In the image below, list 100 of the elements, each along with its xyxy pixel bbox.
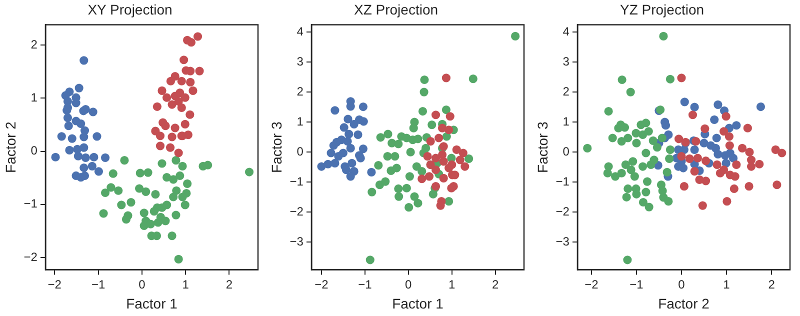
- point: [168, 132, 176, 142]
- point: [603, 168, 612, 178]
- point: [468, 74, 478, 84]
- point: [712, 160, 722, 170]
- point: [626, 166, 636, 174]
- point: [329, 141, 338, 150]
- x-tick-label: 2: [492, 277, 499, 292]
- point: [511, 32, 520, 41]
- point: [642, 118, 650, 128]
- point: [460, 162, 470, 171]
- point: [724, 132, 734, 141]
- point: [431, 154, 440, 162]
- point: [458, 148, 468, 158]
- point: [340, 123, 348, 132]
- point: [778, 148, 786, 158]
- y-tick-label: 4: [296, 24, 304, 38]
- point: [342, 166, 351, 174]
- point: [169, 175, 178, 184]
- point: [64, 121, 73, 130]
- point: [394, 184, 403, 194]
- point: [426, 136, 435, 146]
- point: [81, 153, 90, 162]
- y-tick-label: 1: [296, 114, 304, 128]
- x-tick-label: 1: [448, 277, 456, 292]
- point: [178, 192, 187, 202]
- y-tick-label: −1: [290, 174, 304, 188]
- point: [366, 256, 374, 264]
- point: [65, 146, 74, 155]
- point: [174, 254, 183, 264]
- point: [420, 88, 428, 96]
- point: [608, 134, 617, 142]
- point: [180, 56, 188, 64]
- point: [404, 203, 414, 212]
- point: [346, 172, 355, 181]
- point: [193, 32, 202, 41]
- point: [720, 151, 730, 160]
- point: [381, 177, 390, 186]
- point: [442, 105, 451, 114]
- point: [106, 183, 116, 192]
- point: [100, 153, 110, 162]
- point: [344, 114, 352, 124]
- point: [152, 102, 162, 111]
- point: [464, 154, 474, 164]
- y-tick-label: 0: [562, 144, 570, 158]
- point: [677, 74, 686, 82]
- x-tick-label: −1: [630, 277, 644, 292]
- point: [423, 152, 432, 161]
- point: [330, 158, 340, 168]
- point: [412, 162, 421, 171]
- point: [162, 93, 172, 102]
- point: [442, 74, 451, 82]
- point: [99, 209, 108, 218]
- point: [434, 134, 444, 142]
- point: [438, 150, 447, 160]
- point: [166, 76, 176, 86]
- point: [51, 152, 60, 162]
- point: [120, 156, 129, 165]
- point: [685, 154, 694, 164]
- point: [346, 144, 355, 152]
- point: [108, 169, 118, 178]
- point: [168, 231, 176, 240]
- point: [700, 124, 710, 133]
- y-tick-label: 0: [30, 144, 38, 158]
- x-axis-title: Factor 1: [126, 295, 178, 312]
- point: [611, 172, 620, 181]
- point: [714, 150, 722, 159]
- point: [617, 168, 626, 178]
- point: [745, 148, 754, 156]
- y-tick-label: 0: [296, 144, 304, 158]
- x-tick-label: 2: [226, 277, 233, 292]
- chart-title: YZ Projection: [620, 1, 704, 18]
- point: [358, 144, 368, 154]
- point: [771, 145, 780, 154]
- point: [186, 38, 196, 47]
- point: [158, 159, 166, 168]
- point: [68, 134, 76, 143]
- point: [344, 130, 354, 138]
- x-tick-label: −2: [48, 277, 62, 292]
- point: [418, 106, 428, 116]
- point: [135, 184, 144, 193]
- point: [169, 192, 178, 202]
- point: [712, 134, 721, 142]
- point: [755, 160, 764, 168]
- point: [428, 120, 436, 130]
- point: [80, 163, 88, 172]
- point: [122, 215, 131, 224]
- point: [92, 132, 102, 141]
- point: [384, 130, 392, 138]
- point: [439, 174, 448, 183]
- y-tick-label: −3: [290, 234, 304, 248]
- y-tick-label: −2: [290, 204, 304, 218]
- point: [618, 75, 626, 84]
- point: [622, 192, 631, 202]
- point: [176, 88, 184, 98]
- point: [402, 184, 411, 192]
- point: [690, 167, 699, 176]
- point: [126, 198, 136, 207]
- point: [665, 154, 674, 164]
- point: [174, 148, 183, 158]
- point: [617, 136, 626, 146]
